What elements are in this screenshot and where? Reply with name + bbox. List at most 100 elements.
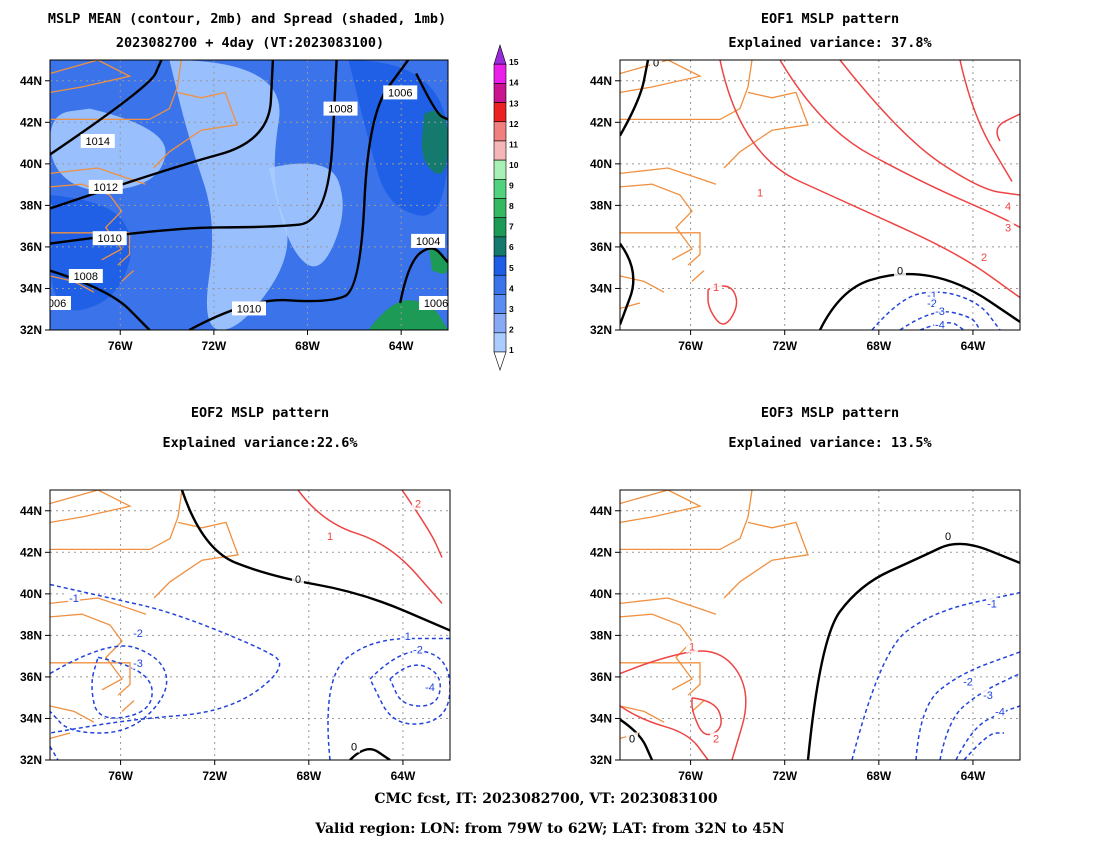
- x-tick-label: 68W: [866, 339, 891, 353]
- y-tick-label: 36N: [20, 670, 42, 684]
- contour-label: 2: [415, 499, 421, 511]
- contour-positive: [620, 650, 747, 760]
- panel-3: 0 1 2 0 -1 -2 -3-4 76W 72W 68W 64W 44N 42N 40N 38N 36N 3…: [590, 489, 1021, 783]
- coastline: [50, 490, 183, 551]
- panel-1-background: [620, 60, 1020, 330]
- panel-0-frame: [49, 59, 449, 331]
- coastline: [691, 270, 705, 282]
- y-tick-label: 32N: [590, 323, 612, 337]
- contour-zero: [620, 242, 635, 326]
- contour-label: 1: [327, 531, 333, 543]
- contour-zero: [806, 542, 1020, 760]
- coastline: [620, 705, 665, 723]
- contour-zero: [415, 72, 448, 121]
- x-tick-label: 64W: [961, 339, 986, 353]
- coastline: [620, 232, 701, 266]
- spread-mid-region: [348, 60, 448, 216]
- spread-low-region: [169, 60, 288, 330]
- contour-positive: [779, 60, 1020, 229]
- coastline: [153, 521, 239, 599]
- panel-1-frame: [619, 59, 1021, 331]
- contour-label: 1004: [416, 236, 440, 248]
- colorbar-label: 14: [509, 78, 519, 88]
- coastline: [50, 183, 123, 261]
- contour-label: 1: [713, 282, 719, 294]
- contour-label: -3: [935, 306, 945, 318]
- colorbar-segment: [493, 83, 507, 103]
- colorbar-segment: [493, 63, 507, 84]
- colorbar-label: 4: [509, 283, 514, 293]
- panel-2-title: EOF2 MSLP pattern: [191, 405, 329, 421]
- panel-3-title: EOF3 MSLP pattern: [761, 405, 899, 421]
- spread-high-region: [421, 110, 448, 174]
- coastline: [723, 521, 809, 599]
- y-tick-label: 34N: [20, 711, 42, 725]
- contour-negative: [50, 583, 281, 734]
- y-tick-label: 32N: [590, 753, 612, 767]
- panel-2-frame: [49, 489, 451, 761]
- panel-0: 1014 1012 1010 1008 1006 1010 1008 1006 1004 1006…: [20, 59, 449, 353]
- contour-zero: [399, 247, 448, 304]
- coastline: [50, 60, 132, 94]
- contour-label: 1010: [237, 303, 261, 315]
- panel-3-frame: [619, 489, 1021, 761]
- panel-0-subtitle: 2023082700 + 4day (VT:2023083100): [116, 35, 384, 51]
- x-tick-label: 68W: [295, 339, 320, 353]
- coastline: [50, 60, 182, 121]
- coastline: [620, 490, 702, 524]
- contour-label-bg: [232, 301, 266, 316]
- contour-label: 0: [945, 531, 951, 543]
- contour-negative: [871, 291, 1001, 330]
- footer-line-2: Valid region: LON: from 79W to 62W; LAT:…: [314, 821, 784, 837]
- contour-label: 3: [1005, 222, 1011, 234]
- contour-label: -4: [425, 682, 435, 694]
- y-tick-label: 36N: [20, 240, 42, 254]
- panel-1-subtitle: Explained variance: 37.8%: [728, 35, 932, 51]
- coastline: [620, 275, 665, 293]
- y-tick-label: 32N: [20, 323, 42, 337]
- coastline: [50, 490, 132, 524]
- y-tick-label: 40N: [20, 587, 42, 601]
- contour-label: 1006: [424, 298, 448, 310]
- x-tick-label: 64W: [389, 339, 414, 353]
- x-tick-label: 76W: [678, 769, 703, 783]
- contour-label-bg: [68, 592, 80, 604]
- contour-label-bg: [88, 179, 123, 194]
- y-tick-label: 32N: [20, 753, 42, 767]
- coastline: [50, 662, 131, 696]
- colorbar-segment: [493, 102, 507, 123]
- contour-negative: [915, 651, 1020, 760]
- contour-label: 1010: [97, 233, 121, 245]
- contour-label-bg: [400, 629, 412, 642]
- contour-negative: [963, 732, 1004, 760]
- contour-positive: [996, 113, 1020, 142]
- contour-label: 1006: [388, 87, 412, 99]
- colorbar-label: 2: [509, 324, 514, 334]
- x-tick-label: 64W: [391, 769, 416, 783]
- contour-label: -1: [927, 290, 937, 302]
- panel-2-background: [50, 490, 450, 760]
- colorbar-label: 13: [509, 98, 519, 108]
- colorbar-segment: [493, 217, 507, 238]
- contour-label: 0: [897, 266, 903, 278]
- contour-label-bg: [412, 497, 424, 510]
- colorbar-segment: [493, 179, 507, 199]
- contour-label-bg: [962, 675, 974, 688]
- x-tick-label: 76W: [108, 339, 133, 353]
- coastline: [620, 662, 701, 696]
- y-tick-label: 44N: [20, 504, 42, 518]
- y-tick-label: 44N: [20, 74, 42, 88]
- contour-zero: [180, 490, 450, 632]
- contour-label-bg: [934, 318, 946, 330]
- y-tick-label: 42N: [20, 115, 42, 129]
- coastline: [620, 183, 693, 261]
- contour-label-bg: [710, 280, 722, 293]
- contour-zero: [620, 60, 650, 137]
- y-tick-label: 42N: [590, 115, 612, 129]
- contour-label-bg: [424, 681, 436, 694]
- contour-label-bg: [626, 732, 638, 745]
- colorbar-segment: [493, 294, 507, 314]
- contour-zero: [50, 60, 163, 156]
- panel-3-plot: 0 1 2 0 -1 -2 -3-4: [620, 490, 1020, 760]
